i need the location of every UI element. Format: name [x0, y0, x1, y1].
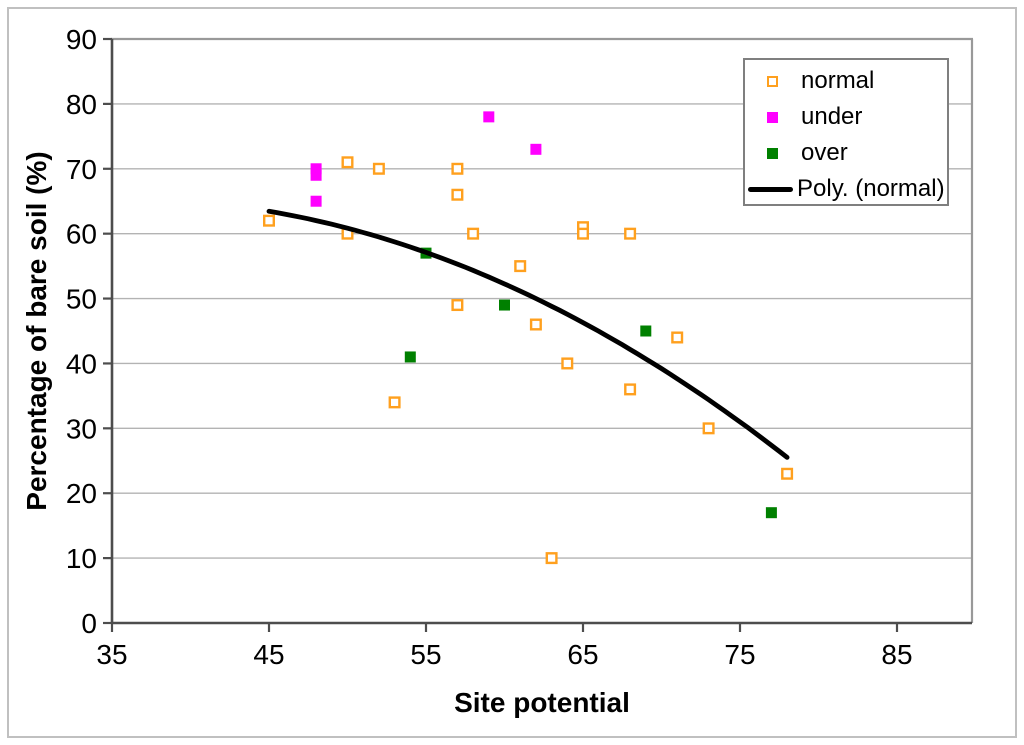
x-tick-label-65: 65: [567, 639, 598, 670]
legend-label-under: under: [801, 103, 863, 130]
point-over: [640, 325, 652, 337]
x-axis-title: Site potential: [454, 687, 630, 718]
y-tick-label-60: 60: [66, 219, 97, 250]
point-normal: [341, 156, 354, 169]
point-normal: [561, 357, 574, 370]
legend-trendline-sample-icon: [748, 186, 793, 192]
y-tick-label-70: 70: [66, 154, 97, 185]
x-tick-label-55: 55: [410, 639, 441, 670]
point-normal: [451, 299, 464, 312]
x-tick-label-35: 35: [96, 639, 127, 670]
point-normal: [467, 227, 480, 240]
point-normal: [624, 227, 637, 240]
point-over: [499, 299, 510, 311]
x-tick-label-75: 75: [724, 639, 755, 670]
point-under: [310, 169, 322, 181]
point-normal: [577, 227, 590, 240]
y-axis-title: Percentage of bare soil (%): [21, 151, 52, 510]
point-over: [404, 351, 416, 363]
point-over: [765, 507, 777, 519]
point-under: [310, 195, 322, 207]
legend-item-normal: normal: [745, 63, 947, 99]
point-under: [310, 163, 322, 175]
point-normal: [529, 318, 542, 331]
trendline-poly-normal: [266, 208, 790, 460]
point-normal: [781, 467, 794, 480]
legend-swatch-normal-open-square-icon: [767, 75, 778, 87]
x-tick-label-85: 85: [881, 639, 912, 670]
point-under: [483, 111, 495, 123]
y-tick-label-20: 20: [66, 478, 97, 509]
legend-item-over: over: [745, 135, 947, 171]
y-tick-label-0: 0: [81, 608, 97, 639]
legend: normal under over Poly. (normal): [743, 58, 949, 206]
point-normal: [372, 162, 385, 175]
point-normal: [671, 331, 684, 344]
legend-label-over: over: [801, 139, 848, 166]
y-tick-label-90: 90: [66, 24, 97, 55]
legend-item-under: under: [745, 99, 947, 135]
legend-label-trendline: Poly. (normal): [797, 175, 945, 202]
point-under: [530, 143, 542, 155]
x-tick-label-45: 45: [253, 639, 284, 670]
y-tick-label-40: 40: [66, 348, 97, 379]
point-normal: [388, 396, 401, 409]
point-normal: [451, 162, 464, 175]
legend-swatch-under-filled-square-icon: [767, 111, 778, 123]
y-tick-label-50: 50: [66, 284, 97, 315]
legend-item-trendline: Poly. (normal): [745, 171, 947, 204]
y-tick-label-10: 10: [66, 543, 97, 574]
point-normal: [451, 188, 464, 201]
legend-label-normal: normal: [801, 67, 875, 94]
point-normal: [702, 422, 715, 435]
point-normal: [624, 383, 637, 396]
legend-swatch-over-filled-square-icon: [767, 147, 778, 159]
point-normal: [545, 552, 558, 565]
point-normal: [263, 214, 276, 227]
y-tick-label-80: 80: [66, 89, 97, 120]
y-tick-label-30: 30: [66, 413, 97, 444]
point-normal: [514, 260, 527, 273]
